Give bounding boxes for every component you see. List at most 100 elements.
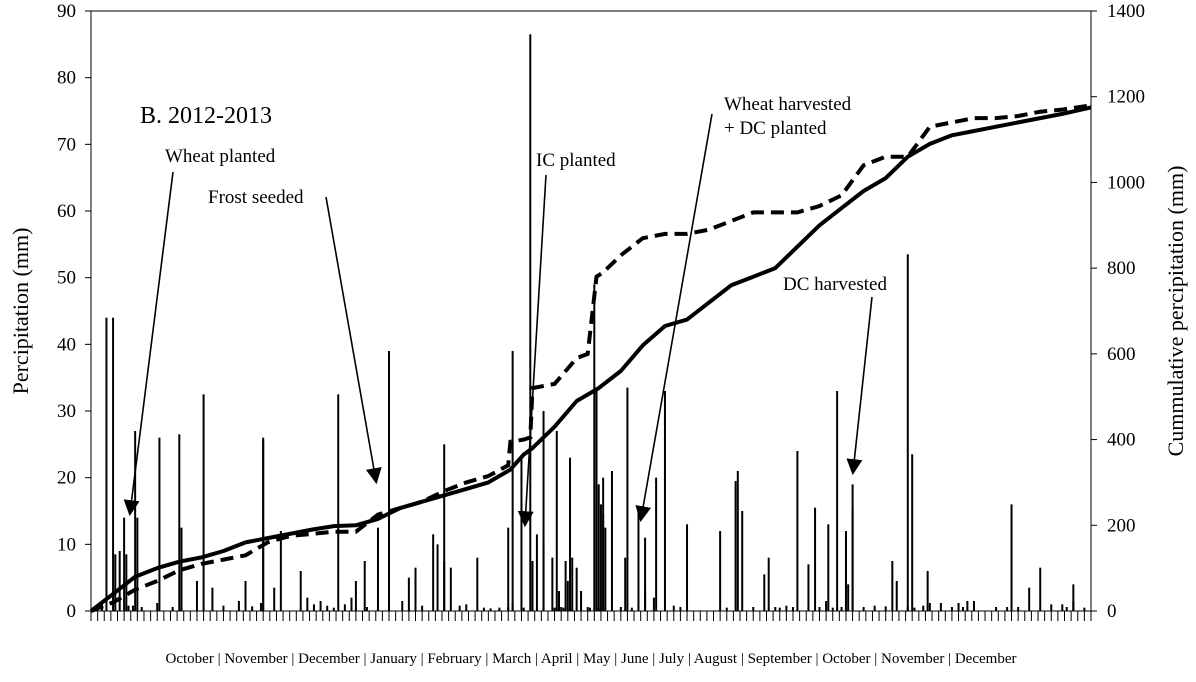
precip-bar (785, 605, 788, 611)
right-tick-labels: 0 200 400 600 800 1000 1200 1400 (1091, 1, 1145, 622)
precip-bar (626, 387, 629, 611)
left-tick-label: 10 (57, 534, 76, 555)
y-axis-right-label: Cummulative percipitation (mm) (1163, 166, 1188, 457)
precip-bar (672, 605, 675, 611)
precip-bar (158, 437, 161, 611)
annotation-ic-planted: IC planted (536, 150, 616, 171)
precip-bar (818, 607, 821, 611)
precip-bar (814, 507, 817, 611)
precip-bar (343, 604, 346, 611)
precip-bar (752, 607, 755, 611)
precip-bar (763, 574, 766, 611)
left-tick-label: 0 (67, 601, 77, 622)
precip-bar (299, 571, 302, 611)
precip-bar (644, 537, 647, 611)
precip-bar (354, 581, 357, 611)
precip-bar (222, 605, 225, 611)
precip-bar (237, 601, 240, 611)
precip-bar (774, 607, 777, 611)
precip-bar (542, 541, 545, 611)
precipitation-bars (101, 34, 1086, 612)
precip-bar (407, 577, 410, 611)
precip-bar (529, 34, 532, 612)
precip-bar (498, 607, 501, 611)
precip-bar (1017, 607, 1020, 611)
right-tick-label: 600 (1107, 344, 1136, 365)
precip-bar (195, 581, 198, 611)
arrow-wheat-planted (123, 171, 174, 517)
precip-bar (827, 524, 830, 611)
annotation-dc-harvested: DC harvested (783, 274, 887, 295)
precip-bar (610, 471, 613, 611)
precip-bar (337, 394, 340, 611)
precip-bar (432, 534, 435, 611)
arrow-dc-harvested (846, 296, 873, 476)
right-tick-label: 800 (1107, 258, 1136, 279)
precip-bar (1072, 584, 1075, 611)
precip-bar (443, 444, 446, 611)
precip-bar (465, 604, 468, 611)
precip-bar (569, 457, 572, 611)
precip-bar (1006, 607, 1009, 611)
precip-bar (136, 517, 139, 611)
right-tick-label: 0 (1107, 601, 1117, 622)
precip-bar (851, 484, 854, 611)
right-tick-label: 1000 (1107, 172, 1145, 193)
annotation-dc-planted: + DC planted (724, 118, 827, 139)
left-tick-label: 50 (57, 268, 76, 289)
precip-bar (262, 441, 265, 611)
precip-bar (895, 581, 898, 611)
precip-bar (767, 557, 770, 611)
precip-bar (1061, 604, 1064, 611)
precip-bar (624, 557, 627, 611)
cumulative-solid-line (89, 105, 1092, 613)
left-tick-label: 60 (57, 201, 76, 222)
precip-bar (319, 601, 322, 611)
arrow-frost-seeded (325, 196, 382, 485)
precip-bar (244, 581, 247, 611)
precip-bar (595, 391, 598, 611)
precip-bar (279, 531, 282, 611)
precip-bar (118, 551, 121, 611)
precip-bar (884, 606, 887, 611)
precip-bar (555, 431, 558, 611)
precip-bar (557, 591, 560, 611)
precip-bar (995, 607, 998, 611)
precip-bar (273, 587, 276, 611)
precip-bar (114, 554, 117, 611)
precip-bar (973, 601, 976, 611)
precip-bar (862, 607, 865, 611)
precip-bar (891, 561, 894, 611)
precip-bar (873, 605, 876, 611)
precip-bar (376, 527, 379, 611)
precip-bar (520, 457, 523, 611)
left-tick-label: 80 (57, 68, 76, 89)
x-axis-month-label: October | November | December | January … (166, 651, 1017, 667)
precip-bar (1028, 587, 1031, 611)
precip-bar (180, 527, 183, 611)
precip-bar (551, 557, 554, 611)
precip-bar (1039, 567, 1042, 611)
precip-bar (807, 564, 810, 611)
precip-bar (725, 607, 728, 611)
precip-bar (593, 284, 596, 611)
precip-bar (836, 391, 839, 611)
precip-bar (679, 607, 682, 611)
precip-bar (1065, 607, 1068, 611)
precip-bar (131, 605, 134, 611)
right-tick-label: 1400 (1107, 1, 1145, 22)
y-axis-left-label: Percipitation (mm) (8, 228, 33, 395)
precip-bar (966, 601, 969, 611)
precip-bar (507, 527, 510, 611)
left-tick-label: 70 (57, 134, 76, 155)
x-minor-ticks (90, 611, 1092, 621)
precip-bar (928, 603, 931, 611)
precip-bar (522, 607, 525, 611)
arrow-wheat-harvested (635, 113, 713, 523)
left-tick-labels: 0 10 20 30 40 50 60 70 80 90 (57, 1, 91, 622)
precip-bar (531, 561, 534, 611)
precip-bar (105, 317, 108, 611)
precip-bar (562, 607, 565, 611)
precip-bar (564, 561, 567, 611)
